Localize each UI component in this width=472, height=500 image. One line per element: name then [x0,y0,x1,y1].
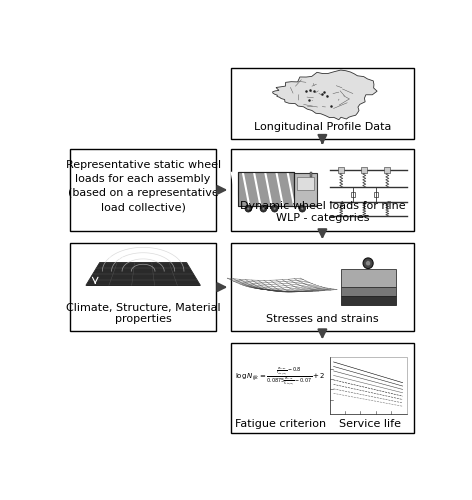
Bar [341,287,396,296]
Text: Fatigue criterion: Fatigue criterion [235,419,326,429]
Bar [362,166,367,172]
Circle shape [247,207,250,210]
Bar [329,358,406,414]
Polygon shape [273,70,377,119]
Text: Longitudinal Profile Data: Longitudinal Profile Data [253,122,391,132]
Text: Representative static wheel
loads for each assembly
(based on a representative
l: Representative static wheel loads for ea… [66,160,221,212]
Circle shape [260,205,267,212]
Bar [70,243,216,332]
Bar [297,178,313,190]
Bar [70,148,216,232]
Bar [384,166,390,172]
Circle shape [299,205,305,212]
Bar [294,174,317,206]
Circle shape [245,205,252,212]
Circle shape [262,207,265,210]
Text: $\log N_{ijk} = \frac{\frac{\sigma_{u,ijk}}{f_{ctk(m)}} - 0.8}{0.0875\frac{\sigm: $\log N_{ijk} = \frac{\frac{\sigma_{u,ij… [235,366,326,388]
Bar [231,343,414,434]
Circle shape [301,207,303,210]
Bar [238,172,294,206]
Text: $u_z = 0.354$ mm: $u_z = 0.354$ mm [99,255,131,262]
Bar [231,243,414,332]
Circle shape [273,207,276,210]
Circle shape [271,205,278,212]
Bar [238,172,294,206]
Bar [231,68,414,139]
Text: Dynamic wheel loads for nine
WLP - categories: Dynamic wheel loads for nine WLP - categ… [240,202,405,223]
Circle shape [366,260,371,266]
Bar [338,166,344,172]
Bar [311,172,312,177]
Text: Moment: Moment [88,255,103,259]
Text: Stresses and strains: Stresses and strains [266,314,379,324]
Text: Service life: Service life [339,419,401,429]
Bar [374,192,378,196]
Bar [231,148,414,232]
Bar [341,296,396,305]
Bar [341,270,396,287]
Text: Climate, Structure, Material
properties: Climate, Structure, Material properties [66,303,220,324]
Bar [351,192,355,196]
Circle shape [363,258,373,268]
Polygon shape [86,262,200,285]
